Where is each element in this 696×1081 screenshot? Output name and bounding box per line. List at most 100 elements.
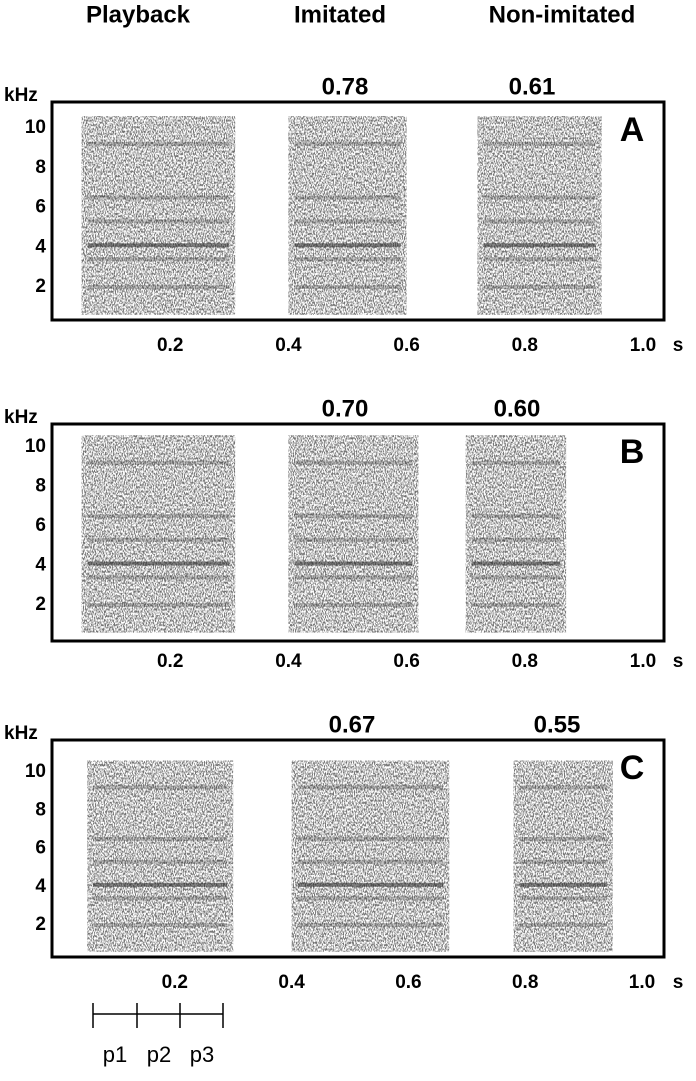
- harmonic-band: [87, 141, 230, 146]
- harmonic-band: [297, 836, 444, 841]
- x-tick-label: 0.6: [393, 335, 419, 356]
- x-tick-label: 1.0: [630, 651, 656, 672]
- harmonic-band: [519, 785, 607, 790]
- y-tick-label: 6: [35, 515, 46, 536]
- y-tick-label: 6: [35, 197, 46, 218]
- phrase-label: p3: [190, 1042, 214, 1067]
- panel-frame: [50, 422, 666, 643]
- column-header: Playback: [86, 1, 191, 28]
- similarity-score: 0.55: [534, 711, 581, 738]
- harmonic-band: [483, 141, 596, 146]
- y-tick-label: 4: [35, 555, 46, 576]
- x-tick-label: 0.4: [278, 972, 305, 993]
- harmonic-band: [294, 537, 413, 542]
- harmonic-band: [471, 561, 561, 566]
- harmonic-band: [519, 923, 607, 927]
- harmonic-band: [297, 896, 444, 901]
- harmonic-band: [483, 243, 596, 248]
- panel-letter: A: [620, 111, 645, 149]
- harmonic-band: [294, 603, 413, 607]
- harmonic-band: [87, 561, 230, 566]
- harmonic-band: [519, 882, 607, 887]
- harmonic-band: [87, 603, 230, 607]
- column-header: Non-imitated: [489, 1, 636, 28]
- y-tick-label: 2: [35, 276, 46, 297]
- y-tick-label: 8: [35, 476, 46, 497]
- harmonic-band: [93, 923, 228, 927]
- x-tick-label: 1.0: [629, 972, 655, 993]
- spectrogram-noise: [87, 760, 234, 952]
- harmonic-band: [297, 859, 444, 864]
- spectrogram-noise: [81, 116, 236, 315]
- harmonic-band: [519, 859, 607, 864]
- similarity-score: 0.78: [322, 73, 369, 100]
- y-tick-label: 4: [35, 236, 46, 257]
- harmonic-band: [93, 836, 228, 841]
- harmonic-band: [519, 896, 607, 901]
- x-tick-label: 1.0: [630, 335, 656, 356]
- y-tick-label: 4: [35, 876, 46, 897]
- panel-letter: B: [620, 433, 645, 471]
- spectrogram-noise: [477, 116, 602, 315]
- harmonic-band: [297, 923, 444, 927]
- harmonic-band: [87, 219, 230, 224]
- x-tick-label: 0.6: [393, 651, 419, 672]
- y-tick-label: 10: [25, 117, 46, 138]
- harmonic-band: [483, 195, 596, 200]
- x-unit: s: [673, 972, 684, 993]
- harmonic-band: [294, 219, 401, 224]
- panel-letter: C: [620, 749, 645, 787]
- harmonic-band: [87, 514, 230, 519]
- harmonic-band: [297, 882, 444, 887]
- harmonic-band: [471, 575, 561, 580]
- x-tick-label: 0.6: [395, 972, 421, 993]
- panel-frame: [50, 738, 666, 959]
- similarity-score: 0.67: [329, 711, 376, 738]
- harmonic-band: [519, 836, 607, 841]
- x-tick-label: 0.2: [157, 651, 183, 672]
- harmonic-band: [294, 514, 413, 519]
- similarity-score: 0.61: [509, 73, 556, 100]
- harmonic-band: [471, 603, 561, 607]
- x-tick-label: 0.2: [157, 335, 183, 356]
- harmonic-band: [471, 514, 561, 519]
- similarity-score: 0.70: [322, 395, 369, 422]
- harmonic-band: [294, 257, 401, 262]
- phrase-label: p1: [103, 1042, 127, 1067]
- y-tick-label: 8: [35, 799, 46, 820]
- y-tick-label: 10: [25, 761, 46, 782]
- x-unit: s: [673, 335, 684, 356]
- y-tick-label: 2: [35, 914, 46, 935]
- harmonic-band: [471, 460, 561, 465]
- x-tick-label: 0.2: [162, 972, 188, 993]
- x-tick-label: 0.8: [512, 335, 538, 356]
- harmonic-band: [294, 575, 413, 580]
- y-tick-label: 10: [25, 436, 46, 457]
- x-tick-label: 0.4: [275, 651, 302, 672]
- panel-frame: [50, 100, 666, 322]
- harmonic-band: [471, 537, 561, 542]
- similarity-score: 0.60: [494, 395, 541, 422]
- harmonic-band: [93, 882, 228, 887]
- harmonic-band: [87, 243, 230, 248]
- harmonic-band: [294, 460, 413, 465]
- harmonic-band: [87, 537, 230, 542]
- harmonic-band: [483, 257, 596, 262]
- x-unit: s: [673, 651, 684, 672]
- harmonic-band: [93, 859, 228, 864]
- harmonic-band: [87, 460, 230, 465]
- harmonic-band: [93, 785, 228, 790]
- spectrogram-noise: [81, 435, 236, 633]
- harmonic-band: [87, 285, 230, 289]
- harmonic-band: [483, 285, 596, 289]
- harmonic-band: [87, 575, 230, 580]
- column-header: Imitated: [294, 1, 386, 28]
- spectrogram-noise: [288, 435, 419, 633]
- harmonic-band: [294, 561, 413, 566]
- harmonic-band: [87, 257, 230, 262]
- harmonic-band: [294, 285, 401, 289]
